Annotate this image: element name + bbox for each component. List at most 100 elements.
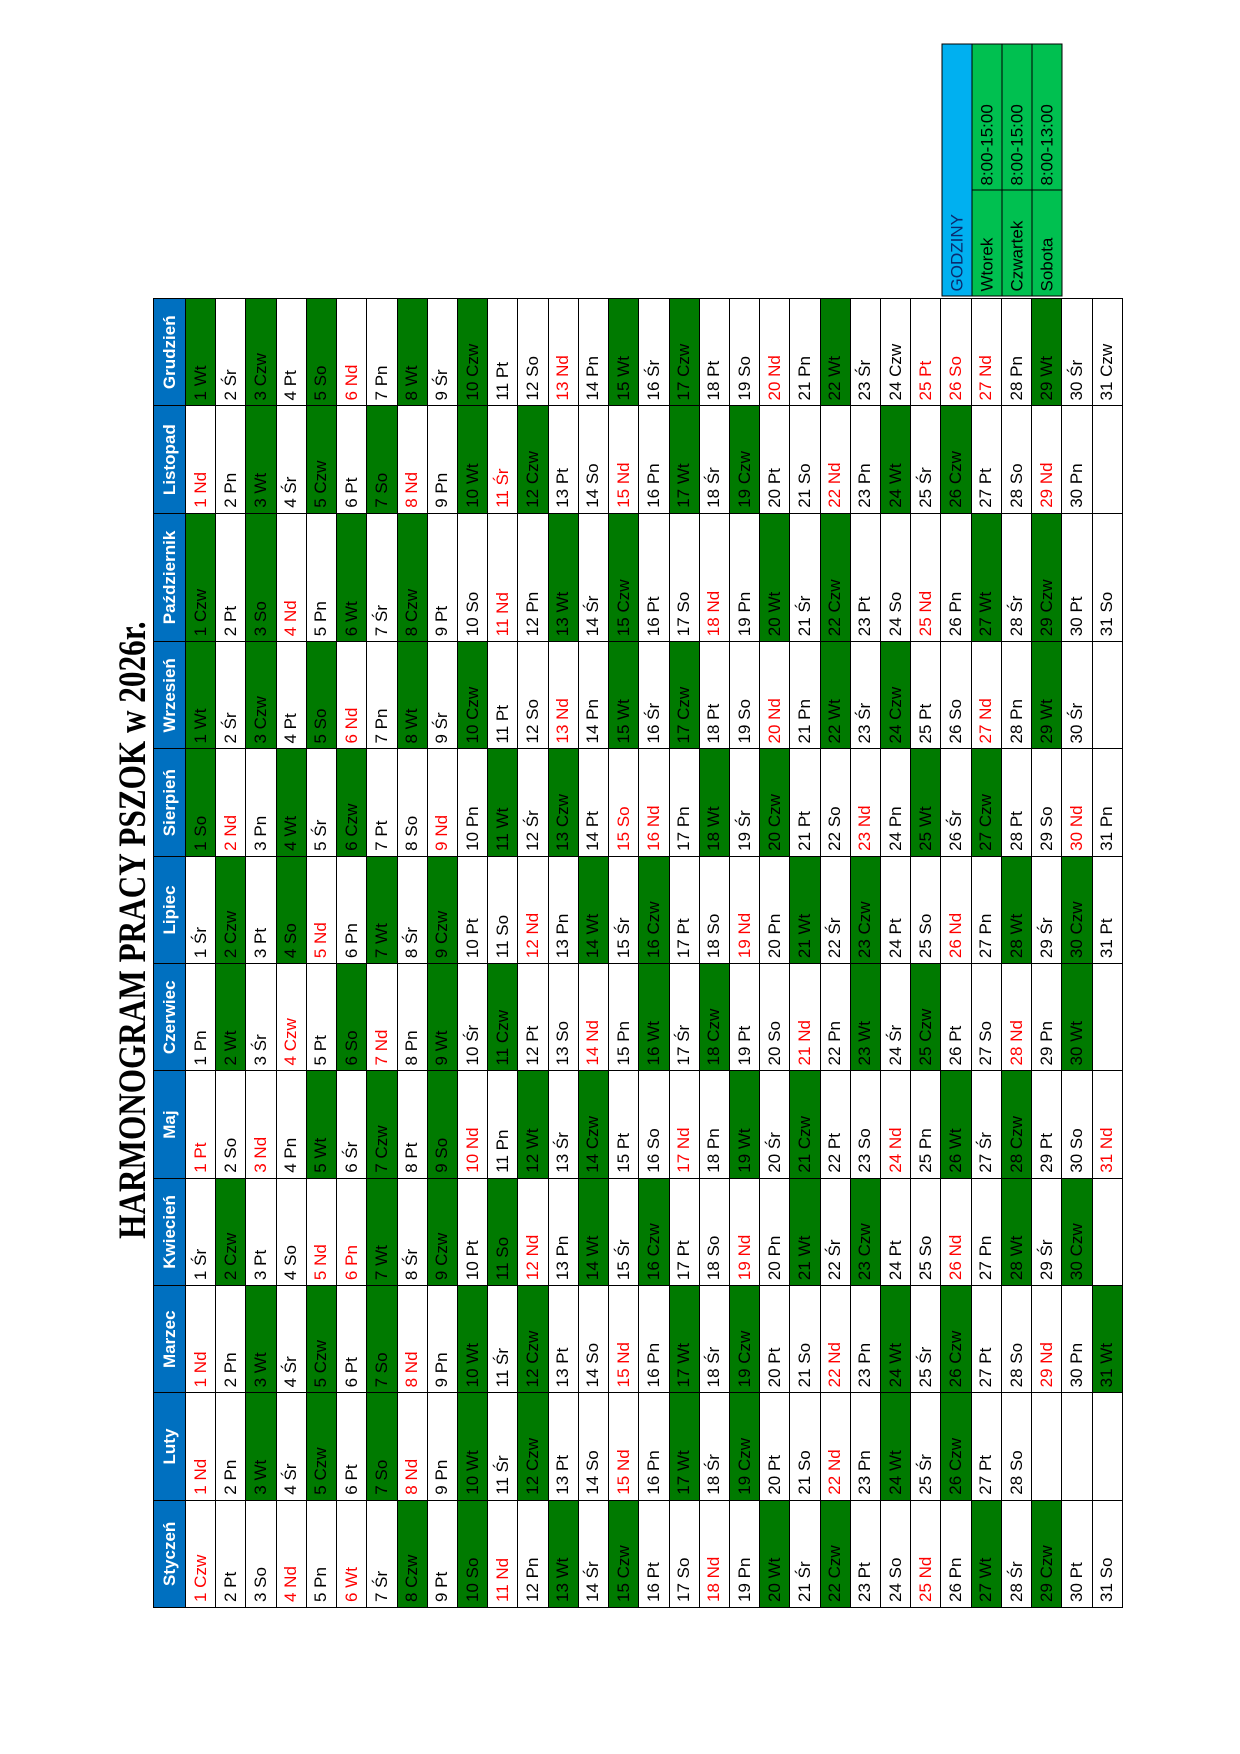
- day-cell: 19 Czw: [729, 1392, 760, 1501]
- day-cell: 18 Śr: [699, 1285, 730, 1393]
- day-cell: 20 Czw: [759, 749, 790, 857]
- day-cell: 23 Pt: [850, 513, 881, 642]
- day-cell: 24 Czw: [880, 641, 911, 749]
- day-cell: 7 So: [366, 405, 398, 514]
- day-cell: 7 Wt: [366, 1178, 398, 1286]
- day-cell: 17 Wt: [669, 1392, 700, 1501]
- day-cell: 17 Czw: [669, 298, 700, 406]
- hours-time: 8:00-15:00: [972, 43, 1002, 190]
- day-row: 16 Pt 16 Pn 16 Pn 16 Czw 16 So 16 Wt 16 Czw 16 …: [638, 298, 669, 1608]
- day-cell: 17 Śr: [669, 963, 700, 1071]
- day-cell: 18 Nd: [699, 513, 730, 642]
- day-cell: 21 Czw: [789, 1070, 821, 1179]
- day-cell: 7 Wt: [366, 856, 398, 964]
- day-cell: 27 Nd: [971, 641, 1002, 749]
- day-cell: 9 Pn: [427, 405, 458, 514]
- day-cell: 23 Pn: [850, 405, 881, 514]
- day-cell: 30 Pn: [1061, 405, 1093, 514]
- schedule-table: Styczeń Luty Marzec Kwiecień Maj Czerwiec Lipi…: [153, 298, 1123, 1608]
- day-cell: [1092, 405, 1123, 514]
- day-cell: 11 So: [487, 856, 518, 964]
- day-cell: 15 So: [608, 749, 639, 857]
- day-cell: 13 Śr: [548, 1070, 579, 1179]
- day-cell: 25 Pt: [910, 641, 941, 749]
- day-cell: 21 Wt: [789, 1178, 821, 1286]
- day-cell: 8 Śr: [397, 1178, 428, 1286]
- day-cell: 3 Czw: [245, 298, 277, 406]
- day-cell: 30 So: [1061, 1070, 1093, 1179]
- day-cell: 2 Wt: [215, 963, 246, 1071]
- day-cell: 24 Wt: [880, 405, 911, 514]
- day-row: 9 Pt 9 Pn 9 Pn 9 Czw 9 So 9 Wt 9 Czw 9 Nd 9 Śr 9 …: [427, 298, 458, 1608]
- day-cell: 4 Pn: [276, 1070, 307, 1179]
- day-cell: 28 So: [1001, 1285, 1032, 1393]
- day-cell: 27 Pt: [971, 405, 1002, 514]
- day-cell: 4 So: [276, 1178, 307, 1286]
- day-cell: 20 Pn: [759, 856, 790, 964]
- day-cell: 30 Śr: [1061, 641, 1093, 749]
- day-cell: 3 Wt: [245, 1285, 277, 1393]
- day-cell: 26 Wt: [940, 1070, 972, 1179]
- day-cell: 27 So: [971, 963, 1002, 1071]
- day-cell: 11 Nd: [487, 1500, 518, 1608]
- day-cell: 11 Wt: [487, 749, 518, 857]
- day-cell: 10 Pt: [457, 856, 488, 964]
- day-cell: 6 Pt: [336, 1285, 367, 1393]
- day-cell: 16 Pn: [638, 1392, 669, 1501]
- day-cell: 23 Pn: [850, 1285, 881, 1393]
- day-cell: 12 Nd: [517, 1178, 549, 1286]
- day-row: 22 Czw 22 Nd 22 Nd 22 Śr 22 Pt 22 Pn 22 Śr 22 S…: [820, 298, 851, 1608]
- day-cell: 3 Pn: [245, 749, 277, 857]
- month-header: Kwiecień: [153, 1178, 186, 1286]
- month-header: Czerwiec: [153, 963, 186, 1071]
- day-cell: 18 Nd: [699, 1500, 730, 1608]
- day-row: 10 So 10 Wt 10 Wt 10 Pt 10 Nd 10 Śr 10 Pt 10 Pn…: [457, 298, 488, 1608]
- month-header: Sierpień: [153, 749, 186, 857]
- day-row: 21 Śr 21 So 21 So 21 Wt 21 Czw 21 Nd 21 Wt 21 P…: [789, 298, 821, 1608]
- day-cell: 29 Śr: [1031, 1178, 1062, 1286]
- day-cell: 23 Śr: [850, 298, 881, 406]
- day-cell: 25 Czw: [910, 963, 941, 1071]
- hours-day: Sobota: [1032, 190, 1062, 296]
- day-cell: 21 So: [789, 1285, 821, 1393]
- day-row: 28 Śr 28 So 28 So 28 Wt 28 Czw 28 Nd 28 Wt 28 P…: [1001, 298, 1032, 1608]
- day-cell: 3 Pt: [245, 1178, 277, 1286]
- day-cell: 28 Czw: [1001, 1070, 1032, 1179]
- day-cell: 26 Nd: [940, 1178, 972, 1286]
- day-cell: 7 Nd: [366, 963, 398, 1071]
- day-cell: 22 Nd: [820, 1285, 851, 1393]
- day-cell: 11 Czw: [487, 963, 518, 1071]
- day-cell: 1 Nd: [185, 1392, 216, 1501]
- day-row: 11 Nd 11 Śr 11 Śr 11 So 11 Pn 11 Czw 11 So 11 W…: [487, 298, 518, 1608]
- day-cell: 7 Pn: [366, 641, 398, 749]
- day-cell: 26 Pn: [940, 1500, 972, 1608]
- day-cell: 29 Czw: [1031, 513, 1062, 642]
- day-cell: 22 Nd: [820, 405, 851, 514]
- day-row: 5 Pn 5 Czw 5 Czw 5 Nd 5 Wt 5 Pt 5 Nd 5 Śr 5 So 5 …: [306, 298, 337, 1608]
- day-cell: 26 Śr: [940, 749, 972, 857]
- day-cell: 6 Pn: [336, 856, 367, 964]
- day-cell: 25 So: [910, 856, 941, 964]
- hours-row: Czwartek 8:00-15:00: [1002, 43, 1032, 296]
- day-cell: 28 So: [1001, 1392, 1032, 1501]
- day-cell: 23 Czw: [850, 1178, 881, 1286]
- day-cell: 23 Czw: [850, 856, 881, 964]
- day-cell: 10 Nd: [457, 1070, 488, 1179]
- day-cell: 2 Śr: [215, 641, 246, 749]
- day-cell: 6 Pt: [336, 1392, 367, 1501]
- day-cell: 16 Wt: [638, 963, 669, 1071]
- day-cell: 17 Pn: [669, 749, 700, 857]
- day-row: 12 Pn 12 Czw 12 Czw 12 Nd 12 Wt 12 Pt 12 Nd 12 …: [517, 298, 549, 1608]
- day-cell: 8 So: [397, 749, 428, 857]
- day-cell: 11 Nd: [487, 513, 518, 642]
- day-cell: 5 Czw: [306, 1285, 337, 1393]
- day-cell: 12 Śr: [517, 749, 549, 857]
- day-cell: [1092, 1392, 1123, 1501]
- day-cell: 14 Nd: [578, 963, 609, 1071]
- day-cell: 4 Czw: [276, 963, 307, 1071]
- day-cell: 18 Czw: [699, 963, 730, 1071]
- day-cell: 28 Pt: [1001, 749, 1032, 857]
- day-cell: 26 Pt: [940, 963, 972, 1071]
- day-cell: 12 Czw: [517, 1392, 549, 1501]
- day-cell: 23 So: [850, 1070, 881, 1179]
